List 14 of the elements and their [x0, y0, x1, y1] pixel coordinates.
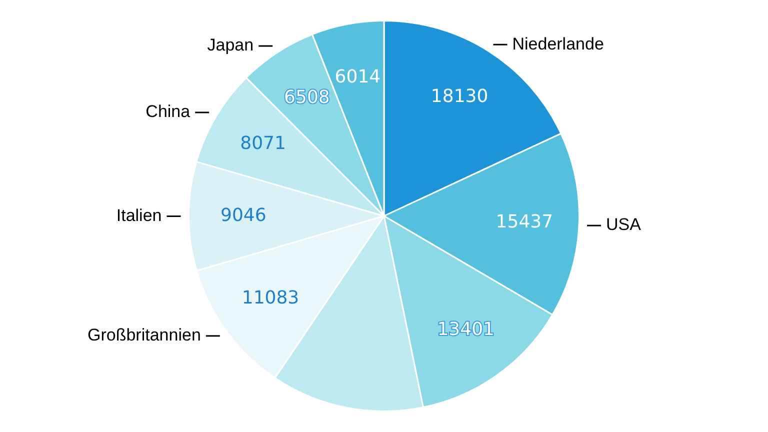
slice-label: China — [146, 102, 191, 122]
data-label: 9046 — [220, 204, 266, 226]
data-label: 6014 — [334, 66, 381, 88]
slice-label: USA — [606, 215, 642, 234]
slice-label: Großbritannien — [88, 326, 201, 345]
data-label: 15437 — [496, 211, 554, 232]
data-label: 13401 — [437, 318, 494, 340]
slice-label: Japan — [207, 36, 254, 55]
data-label: 11083 — [242, 288, 300, 309]
slice-label: Italien — [116, 206, 162, 225]
data-label: 6508 — [284, 87, 330, 108]
data-label: 8071 — [240, 133, 286, 154]
slice-label: Niederlande — [512, 34, 604, 54]
data-label: 18130 — [430, 86, 488, 108]
